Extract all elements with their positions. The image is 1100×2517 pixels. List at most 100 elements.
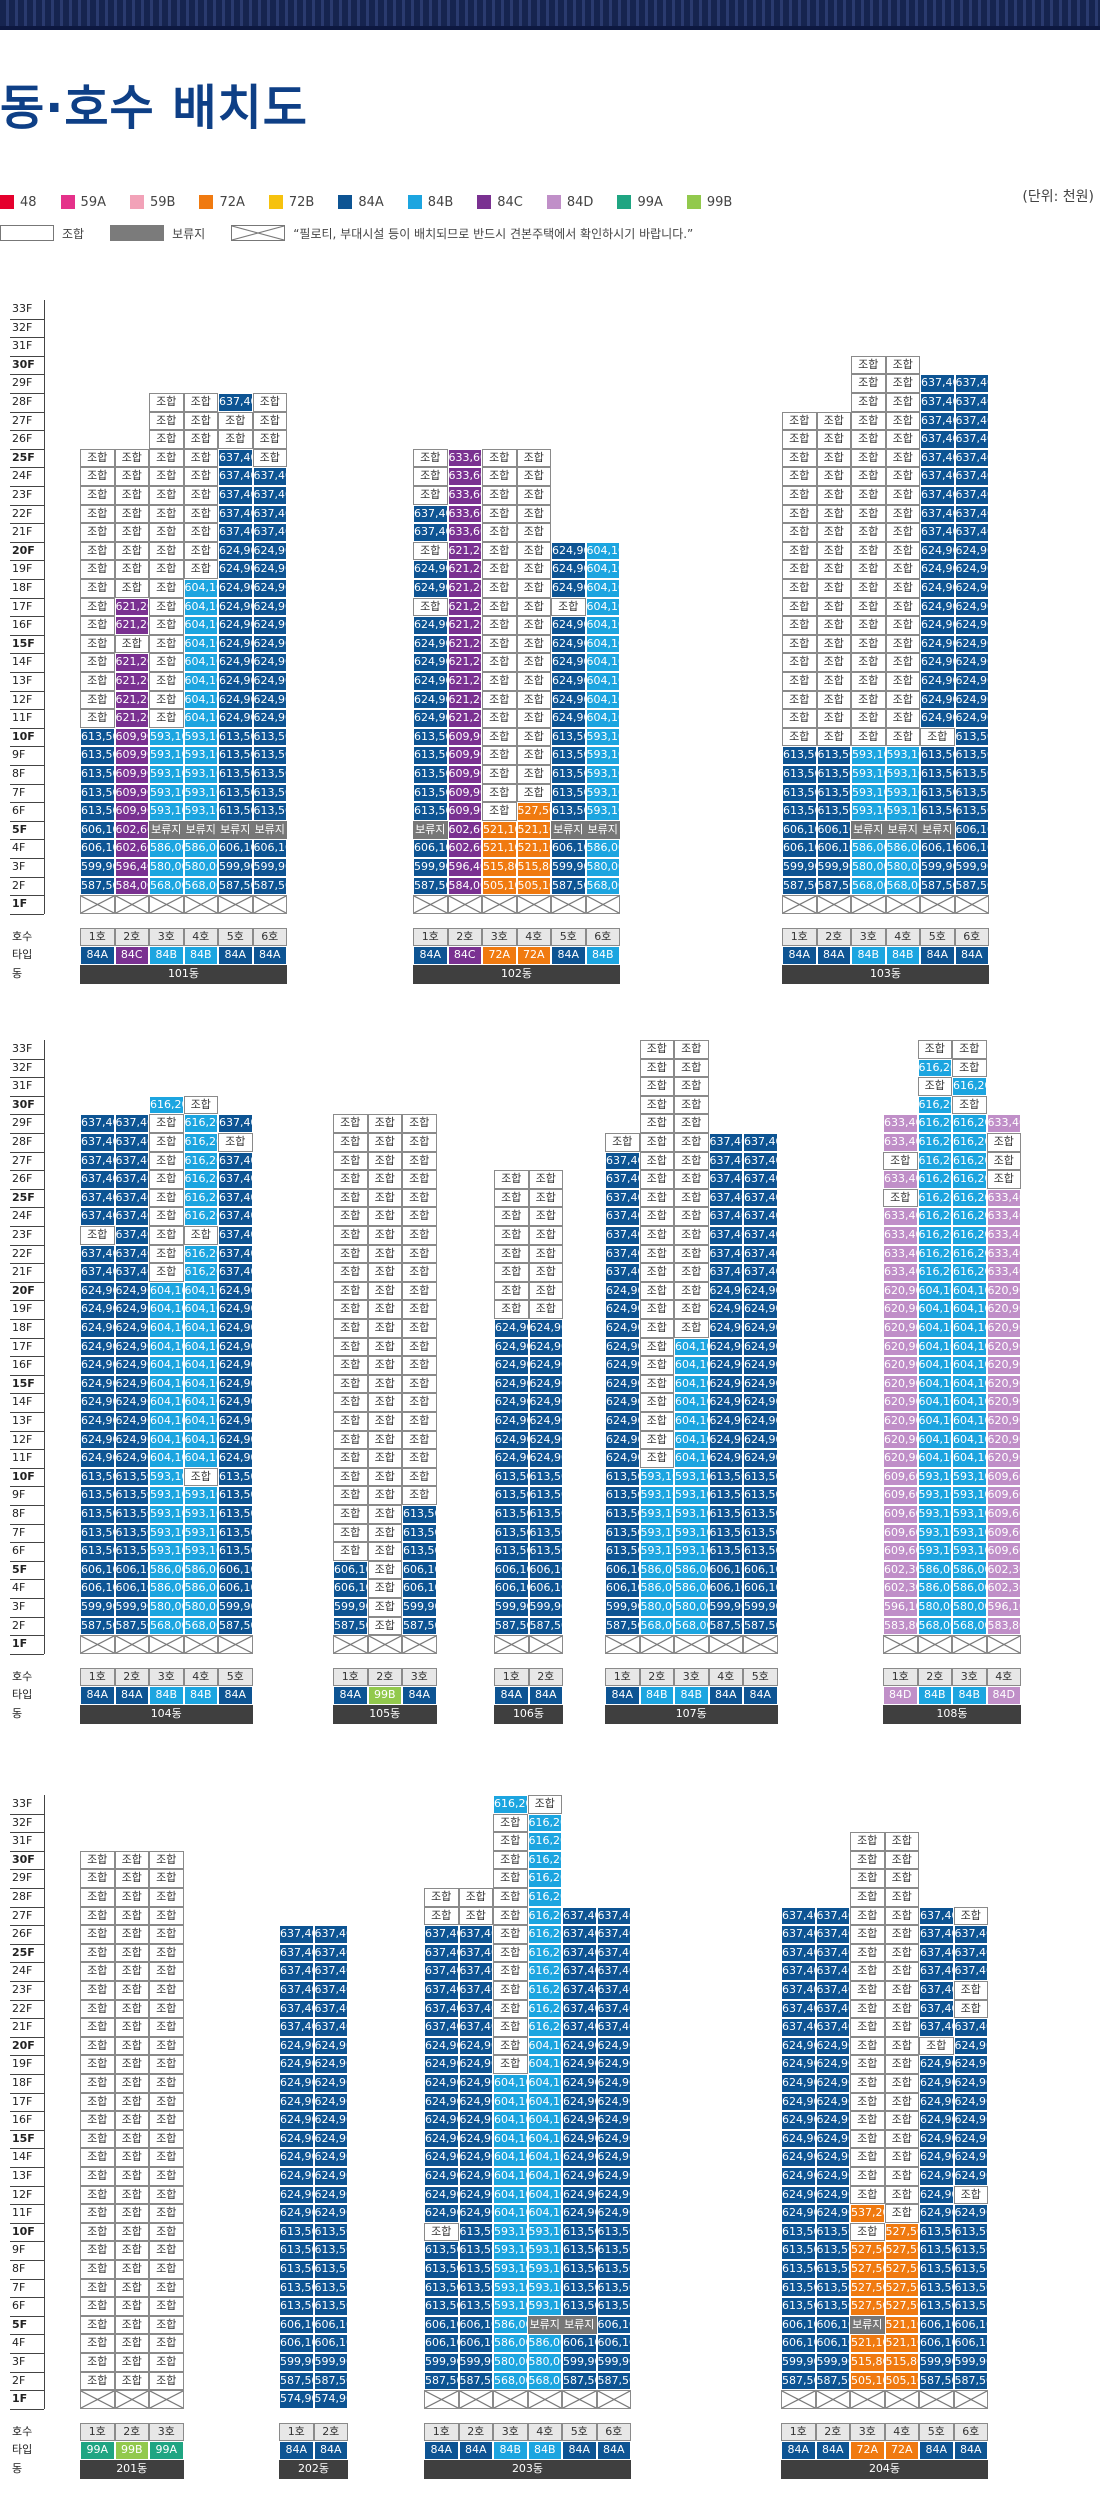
floor-divider: [10, 2390, 44, 2392]
unit-cell-price: 606,100: [528, 1560, 563, 1580]
unit-cell-price: 613,500: [815, 2222, 850, 2242]
unit-number-cell: 1호: [781, 2422, 816, 2442]
unit-cell-johap: 조합: [367, 1560, 402, 1580]
unit-cell-price: 620,900: [883, 1337, 918, 1357]
unit-cell-johap: 조합: [494, 1263, 529, 1282]
unit-cell-johap: 조합: [402, 1467, 437, 1487]
unit-cell-price: 620,900: [986, 1393, 1021, 1412]
building-name-cell: 101동: [80, 965, 287, 984]
unit-cell-price: 593,100: [952, 1486, 987, 1505]
unit-cell-price: 613,500: [114, 1505, 149, 1524]
building-name-cell: 108동: [883, 1705, 1021, 1724]
unit-cell-johap: 조합: [516, 504, 551, 524]
unit-cell-price: 593,100: [149, 746, 184, 765]
unit-cell-johap: 조합: [149, 2297, 184, 2316]
floor-label: 6F: [12, 2299, 26, 2313]
unit-cell-johap: 조합: [885, 430, 920, 449]
unit-cell-johap: 조합: [674, 1263, 709, 1282]
unit-cell-price: 586,000: [183, 839, 218, 858]
unit-cell-piloti: [114, 2390, 149, 2409]
floor-divider: [10, 2222, 44, 2224]
unit-cell-johap: 조합: [333, 1207, 368, 1226]
unit-cell-price: 604,100: [917, 1356, 952, 1375]
unit-cell-johap: 조합: [516, 634, 551, 654]
unit-cell-price: 624,900: [743, 1393, 778, 1412]
unit-cell-johap: 조합: [114, 2185, 149, 2205]
unit-cell-price: 624,900: [953, 2074, 988, 2093]
unit-cell-price: 593,100: [493, 2297, 528, 2316]
unit-cell-price: 604,100: [585, 634, 620, 654]
unit-cell-price: 624,900: [80, 1319, 115, 1338]
unit-cell-johap: 조합: [816, 690, 851, 710]
floor-label: 13F: [12, 674, 33, 687]
unit-cell-johap: 조합: [149, 616, 184, 635]
unit-cell-price: 624,900: [528, 1374, 563, 1394]
unit-cell-johap: 조합: [850, 1869, 885, 1888]
unit-cell-price: 599,900: [708, 1598, 743, 1617]
unit-cell-johap: 조합: [149, 2222, 184, 2242]
unit-cell-piloti: [80, 2390, 115, 2409]
unit-cell-price: 624,900: [218, 1281, 253, 1301]
unit-cell-price: 637,400: [743, 1226, 778, 1245]
floor-divider: [10, 1616, 44, 1618]
unit-cell-johap: 조합: [149, 1226, 184, 1245]
floor-divider: [10, 2036, 44, 2038]
unit-cell-price: 580,000: [639, 1598, 674, 1617]
unit-cell-johap: 조합: [639, 1095, 674, 1115]
floor-label: 6F: [12, 1544, 26, 1558]
unit-number-cell: 5호: [919, 2422, 954, 2442]
unit-number-cell: 3호: [674, 1667, 709, 1687]
unit-cell-price: 624,900: [252, 616, 287, 635]
unit-cell-piloti: [850, 2390, 885, 2409]
unit-cell-price: 624,900: [551, 672, 586, 691]
unit-cell-price: 613,500: [218, 783, 253, 803]
unit-cell-johap: 조합: [674, 1188, 709, 1208]
unit-cell-price: 637,400: [424, 2018, 459, 2037]
unit-cell-price: 574,900: [279, 2390, 314, 2409]
floor-divider: [10, 913, 44, 915]
unit-cell-price: 624,900: [458, 2129, 493, 2149]
floor-divider: [10, 820, 44, 822]
unit-cell-johap: 조합: [114, 523, 149, 542]
floor-divider: [10, 1486, 44, 1488]
unit-cell-price: 593,100: [952, 1523, 987, 1543]
building-name-cell: 103동: [782, 965, 989, 984]
unit-cell-price: 613,500: [252, 727, 287, 747]
unit-cell-price: 613,500: [402, 1505, 437, 1524]
unit-cell-price: 521,100: [850, 2334, 885, 2353]
unit-cell-price: 620,900: [883, 1356, 918, 1375]
unit-cell-johap: 조합: [639, 1393, 674, 1412]
legend-label: 84C: [497, 194, 523, 210]
unit-cell-johap: 조합: [114, 1943, 149, 1963]
unit-cell-price: 624,900: [743, 1374, 778, 1394]
unit-cell-price: 637,400: [781, 1981, 816, 2000]
unit-cell-price: 604,100: [493, 2129, 528, 2149]
unit-cell-price: 580,000: [885, 858, 920, 877]
unit-cell-price: 637,400: [954, 523, 989, 542]
unit-cell-johap: 조합: [851, 560, 886, 579]
unit-cell-price: 624,900: [218, 1412, 253, 1431]
unit-cell-johap: 조합: [333, 1281, 368, 1301]
floor-divider: [10, 1850, 44, 1852]
unit-cell-johap: 조합: [551, 597, 586, 617]
unit-cell-price: 613,500: [458, 2260, 493, 2279]
top-pattern-bar: [0, 0, 1100, 30]
unit-cell-price: 624,900: [954, 709, 989, 728]
unit-cell-johap: 조합: [149, 2167, 184, 2186]
unit-cell-price: 624,900: [279, 2111, 314, 2130]
unit-cell-price: 599,900: [80, 1598, 115, 1617]
unit-cell-johap: 조합: [80, 2241, 115, 2260]
unit-cell-johap: 조합: [183, 504, 218, 524]
unit-cell-price: 624,900: [596, 2055, 631, 2074]
unit-cell-price: 587,500: [333, 1616, 368, 1636]
floor-divider: [10, 1542, 44, 1544]
unit-cell-johap: 조합: [149, 448, 184, 468]
unit-type-cell: 84A: [252, 946, 287, 965]
unit-cell-price: 624,900: [80, 1356, 115, 1375]
floor-label: 13F: [12, 2169, 33, 2182]
unit-cell-price: 624,900: [313, 2055, 348, 2074]
unit-cell-price: 593,100: [674, 1542, 709, 1561]
unit-cell-price: 613,500: [551, 783, 586, 803]
unit-cell-price: 616,200: [527, 1869, 562, 1888]
unit-cell-price: 586,000: [527, 2334, 562, 2353]
